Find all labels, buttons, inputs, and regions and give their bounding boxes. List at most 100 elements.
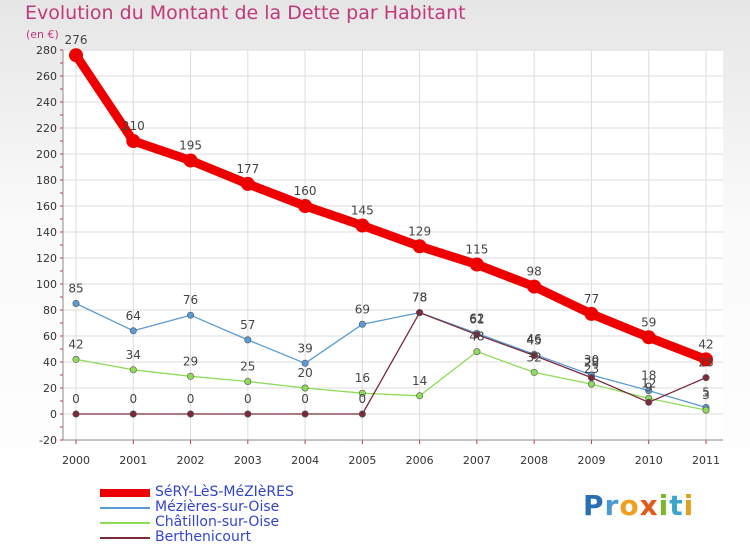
data-label: 0 bbox=[187, 392, 195, 406]
legend-label: Châtillon-sur-Oise bbox=[155, 514, 280, 530]
data-point bbox=[244, 336, 252, 344]
x-tick-label: 2007 bbox=[463, 454, 491, 467]
data-label: 77 bbox=[584, 292, 599, 306]
x-tick-label: 2011 bbox=[692, 454, 720, 467]
data-point bbox=[530, 351, 538, 359]
data-label: 69 bbox=[355, 302, 370, 316]
data-label: 30 bbox=[584, 353, 599, 367]
data-point bbox=[587, 380, 595, 388]
data-point bbox=[72, 410, 80, 418]
data-label: 0 bbox=[301, 392, 309, 406]
y-tick-label: 260 bbox=[36, 70, 57, 83]
data-label: 42 bbox=[698, 337, 713, 351]
data-point bbox=[473, 331, 481, 339]
y-tick-label: 140 bbox=[36, 226, 57, 239]
data-label: 78 bbox=[412, 291, 427, 305]
legend-swatch bbox=[100, 537, 150, 539]
logo-letter: o bbox=[619, 489, 640, 522]
x-tick-label: 2006 bbox=[406, 454, 434, 467]
data-point bbox=[187, 372, 195, 380]
data-point bbox=[358, 320, 366, 328]
data-point bbox=[473, 348, 481, 356]
logo-letter: i bbox=[658, 489, 670, 522]
data-point bbox=[645, 387, 653, 395]
y-tick-label: 40 bbox=[43, 356, 57, 369]
x-tick-label: 2003 bbox=[234, 454, 262, 467]
x-tick-label: 2004 bbox=[291, 454, 319, 467]
data-label: 0 bbox=[359, 392, 367, 406]
y-tick-label: 200 bbox=[36, 148, 57, 161]
x-tick-label: 2008 bbox=[520, 454, 548, 467]
y-tick-label: 60 bbox=[43, 330, 57, 343]
chart-unit-label: (en €) bbox=[26, 28, 59, 41]
legend-label: Mézières-sur-Oise bbox=[155, 499, 280, 515]
data-label: 3 bbox=[702, 388, 710, 402]
data-point bbox=[298, 199, 313, 213]
data-point bbox=[358, 410, 366, 418]
data-label: 115 bbox=[465, 243, 488, 257]
data-label: 20 bbox=[297, 366, 312, 380]
x-tick-label: 2001 bbox=[119, 454, 147, 467]
logo-letter: r bbox=[604, 489, 620, 522]
y-tick-label: 80 bbox=[43, 304, 57, 317]
data-label: 160 bbox=[294, 184, 317, 198]
x-tick-label: 2009 bbox=[577, 454, 605, 467]
data-point bbox=[301, 359, 309, 367]
logo-letter: P bbox=[583, 489, 605, 522]
logo-letter: t bbox=[669, 489, 684, 522]
data-point bbox=[126, 134, 141, 148]
data-label: 145 bbox=[351, 204, 374, 218]
y-tick-label: -20 bbox=[39, 434, 57, 447]
data-label: 34 bbox=[126, 348, 141, 362]
data-label: 61 bbox=[469, 313, 484, 327]
data-label: 45 bbox=[527, 334, 542, 348]
data-point bbox=[469, 257, 484, 272]
data-label: 0 bbox=[72, 392, 80, 406]
y-tick-label: 160 bbox=[36, 200, 57, 213]
data-label: 85 bbox=[68, 282, 83, 296]
data-label: 14 bbox=[412, 374, 427, 388]
data-label: 28 bbox=[584, 356, 599, 370]
data-point bbox=[72, 355, 80, 363]
data-point bbox=[702, 374, 710, 382]
legend-swatch bbox=[100, 507, 150, 509]
y-tick-label: 280 bbox=[36, 44, 57, 57]
data-point bbox=[699, 352, 713, 367]
data-label: 32 bbox=[527, 350, 542, 364]
data-label: 64 bbox=[126, 309, 141, 323]
data-point bbox=[641, 330, 656, 345]
x-tick-label: 2005 bbox=[348, 454, 376, 467]
data-point bbox=[301, 410, 309, 418]
legend-swatch bbox=[100, 522, 150, 524]
data-point bbox=[129, 366, 137, 374]
data-point bbox=[69, 48, 83, 63]
data-label: 195 bbox=[179, 139, 202, 153]
y-tick-label: 240 bbox=[36, 96, 57, 109]
data-label: 78 bbox=[412, 291, 427, 305]
data-label: 210 bbox=[122, 119, 145, 133]
data-label: 18 bbox=[641, 369, 656, 383]
data-point bbox=[244, 377, 252, 385]
y-tick-label: 220 bbox=[36, 122, 57, 135]
data-label: 48 bbox=[469, 330, 484, 344]
legend-swatch bbox=[100, 489, 150, 497]
axes bbox=[60, 49, 723, 444]
data-label: 29 bbox=[183, 354, 198, 368]
series-line bbox=[71, 50, 711, 364]
line-chart: -200204060801001201401601802002202402602… bbox=[36, 33, 723, 467]
data-label: 28 bbox=[698, 356, 713, 370]
data-label: 16 bbox=[355, 371, 370, 385]
data-point bbox=[412, 239, 427, 254]
data-label: 9 bbox=[645, 380, 653, 394]
series-line bbox=[75, 302, 707, 409]
logo-letter: i bbox=[683, 489, 695, 522]
data-point bbox=[301, 384, 309, 392]
data-label: 5 bbox=[702, 386, 710, 400]
x-tick-label: 2010 bbox=[635, 454, 663, 467]
x-tick-label: 2000 bbox=[62, 454, 90, 467]
y-tick-label: 20 bbox=[43, 382, 57, 395]
data-label: 62 bbox=[469, 311, 484, 325]
data-point bbox=[358, 389, 366, 397]
plot-area bbox=[63, 50, 723, 440]
